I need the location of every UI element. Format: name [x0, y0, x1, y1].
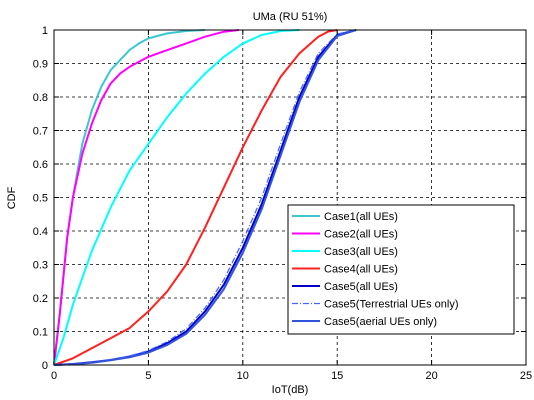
y-tick-label: 0.3 [33, 260, 48, 272]
y-tick-label: 0.5 [33, 193, 48, 205]
y-tick-label: 0 [42, 360, 48, 372]
x-tick-label: 25 [520, 370, 532, 382]
y-axis-title: CDF [6, 186, 18, 209]
legend-entry-label: Case5(all UEs) [324, 281, 398, 293]
series-line-2 [53, 29, 240, 366]
x-tick-label: 10 [237, 370, 249, 382]
chart-title: UMa (RU 51%) [253, 11, 328, 23]
x-tick-label: 5 [145, 370, 151, 382]
series-line-7 [53, 29, 357, 366]
y-tick-label: 0.1 [33, 327, 48, 339]
series-line-3 [53, 29, 300, 366]
series-line-4 [53, 29, 338, 366]
legend-entry-label: Case2(all UEs) [324, 229, 398, 241]
series-lines [53, 29, 357, 366]
legend-entry-label: Case1(all UEs) [324, 211, 398, 223]
legend-entry-label: Case3(all UEs) [324, 246, 398, 258]
x-tick-label: 0 [51, 370, 57, 382]
axis-ticks: 0 5 10 15 20 25 0 0.1 0.2 0.3 0.4 0.5 0.6 0.7 0.8 0.9 1 [33, 25, 532, 382]
legend-entry-label: Case5(Terrestrial UEs only) [324, 299, 458, 311]
x-tick-label: 15 [331, 370, 343, 382]
legend-entry-label: Case4(all UEs) [324, 264, 398, 276]
legend-box [287, 204, 515, 335]
x-axis-title: IoT(dB) [272, 384, 309, 396]
y-tick-label: 0.6 [33, 159, 48, 171]
y-tick-label: 1 [42, 25, 48, 37]
y-tick-label: 0.4 [33, 226, 48, 238]
y-tick-label: 0.8 [33, 92, 48, 104]
y-tick-label: 0.7 [33, 126, 48, 138]
y-tick-label: 0.9 [33, 59, 48, 71]
x-tick-label: 20 [425, 370, 437, 382]
legend: Case1(all UEs) Case2(all UEs) Case3(all UE… [287, 204, 515, 335]
y-tick-label: 0.2 [33, 293, 48, 305]
series-line-6 [53, 29, 357, 366]
legend-entry-label: Case5(aerial UEs only) [324, 316, 437, 328]
